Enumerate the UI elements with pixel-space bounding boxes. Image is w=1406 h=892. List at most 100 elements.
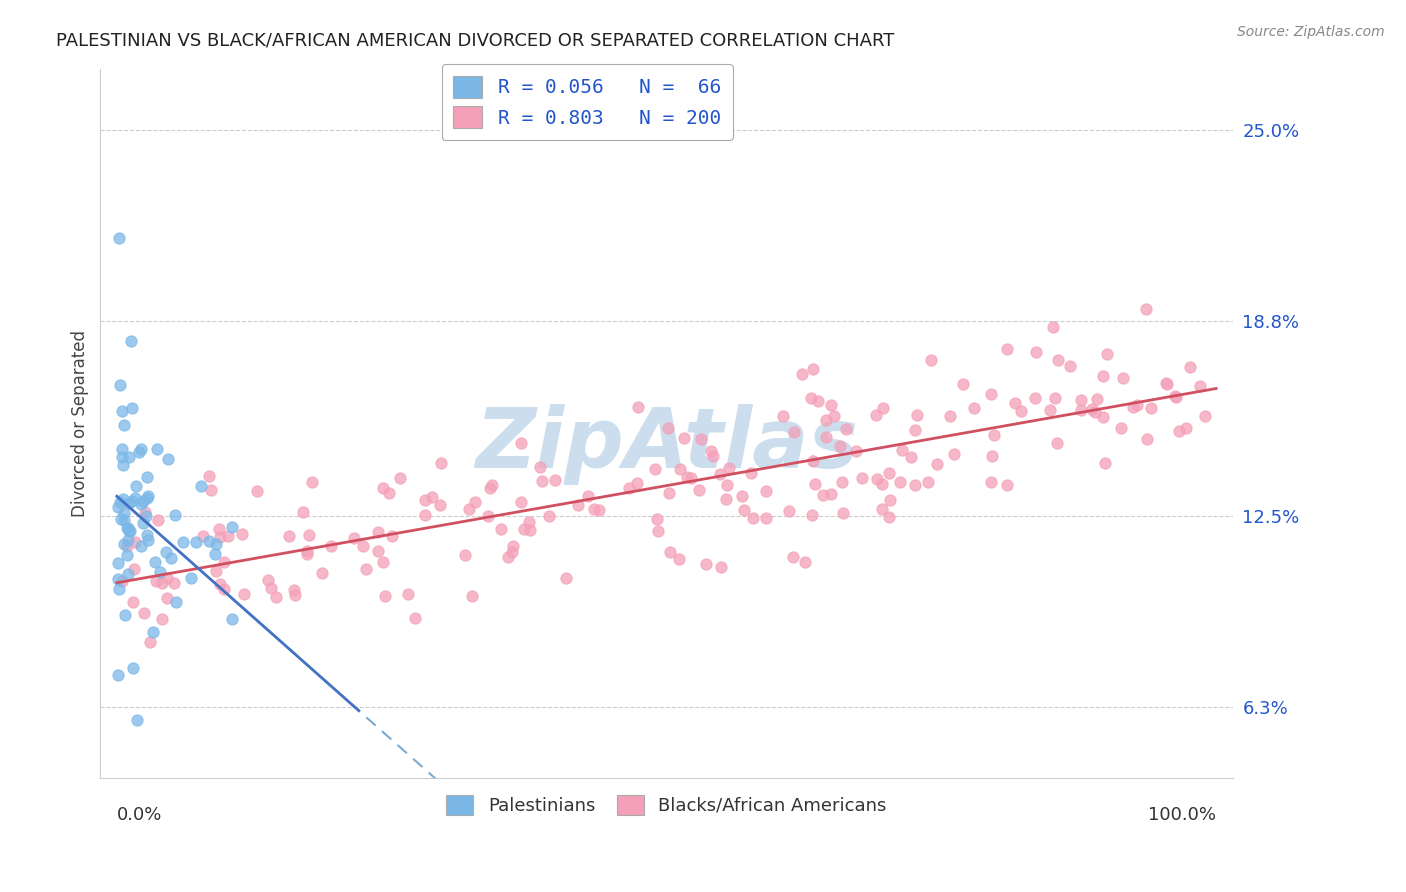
- Point: [673, 431, 696, 445]
- Point: [221, 519, 243, 533]
- Point: [877, 466, 900, 480]
- Point: [1139, 401, 1161, 415]
- Point: [1043, 391, 1066, 405]
- Point: [297, 547, 319, 561]
- Point: [367, 524, 389, 539]
- Point: [191, 529, 214, 543]
- Text: 100.0%: 100.0%: [1149, 806, 1216, 824]
- Point: [783, 425, 806, 439]
- Point: [371, 555, 394, 569]
- Point: [517, 516, 540, 530]
- Point: [413, 492, 436, 507]
- Point: [870, 477, 893, 491]
- Point: [429, 498, 451, 512]
- Point: [679, 470, 702, 484]
- Point: [420, 490, 443, 504]
- Point: [212, 582, 235, 597]
- Point: [537, 509, 560, 524]
- Point: [1081, 401, 1104, 416]
- Point: [1087, 392, 1109, 406]
- Point: [122, 661, 145, 675]
- Point: [297, 528, 319, 542]
- Point: [980, 386, 1002, 401]
- Point: [108, 231, 131, 245]
- Y-axis label: Divorced or Separated: Divorced or Separated: [72, 330, 89, 516]
- Point: [627, 400, 650, 414]
- Point: [1109, 421, 1132, 435]
- Point: [733, 502, 755, 516]
- Point: [107, 500, 129, 515]
- Point: [658, 544, 681, 558]
- Point: [700, 444, 723, 458]
- Point: [145, 574, 167, 589]
- Point: [904, 423, 927, 437]
- Point: [889, 475, 911, 489]
- Point: [260, 581, 283, 595]
- Point: [740, 466, 762, 480]
- Point: [877, 510, 900, 524]
- Point: [163, 575, 186, 590]
- Point: [277, 528, 299, 542]
- Point: [124, 491, 146, 505]
- Point: [198, 534, 221, 549]
- Point: [1046, 436, 1069, 450]
- Point: [205, 536, 228, 550]
- Point: [489, 522, 512, 536]
- Point: [458, 501, 481, 516]
- Point: [1194, 409, 1216, 424]
- Point: [149, 566, 172, 580]
- Point: [292, 505, 315, 519]
- Point: [496, 549, 519, 564]
- Point: [702, 450, 724, 464]
- Point: [1135, 302, 1157, 317]
- Point: [1126, 398, 1149, 412]
- Point: [1092, 369, 1115, 384]
- Point: [117, 566, 139, 581]
- Point: [118, 450, 141, 464]
- Point: [245, 483, 267, 498]
- Point: [129, 497, 152, 511]
- Point: [111, 574, 134, 589]
- Point: [513, 522, 536, 536]
- Point: [233, 587, 256, 601]
- Point: [1042, 320, 1064, 334]
- Point: [710, 559, 733, 574]
- Point: [139, 635, 162, 649]
- Point: [576, 489, 599, 503]
- Point: [675, 469, 697, 483]
- Point: [709, 467, 731, 482]
- Point: [378, 486, 401, 500]
- Point: [1004, 396, 1026, 410]
- Point: [645, 511, 668, 525]
- Point: [112, 417, 135, 432]
- Point: [120, 334, 142, 348]
- Point: [111, 450, 134, 464]
- Text: 0.0%: 0.0%: [117, 806, 162, 824]
- Point: [156, 571, 179, 585]
- Point: [828, 439, 851, 453]
- Point: [782, 549, 804, 564]
- Point: [343, 531, 366, 545]
- Point: [172, 535, 194, 549]
- Point: [823, 409, 845, 423]
- Point: [980, 475, 1002, 489]
- Point: [905, 408, 928, 422]
- Point: [1070, 403, 1092, 417]
- Point: [1094, 456, 1116, 470]
- Point: [831, 475, 853, 489]
- Point: [870, 502, 893, 516]
- Point: [108, 378, 131, 392]
- Point: [478, 481, 501, 495]
- Point: [107, 572, 129, 586]
- Point: [128, 444, 150, 458]
- Point: [125, 479, 148, 493]
- Point: [111, 492, 134, 507]
- Point: [374, 589, 396, 603]
- Point: [995, 478, 1018, 492]
- Point: [820, 398, 842, 412]
- Point: [658, 486, 681, 500]
- Point: [1175, 421, 1198, 435]
- Point: [879, 492, 901, 507]
- Point: [136, 491, 159, 506]
- Point: [156, 591, 179, 606]
